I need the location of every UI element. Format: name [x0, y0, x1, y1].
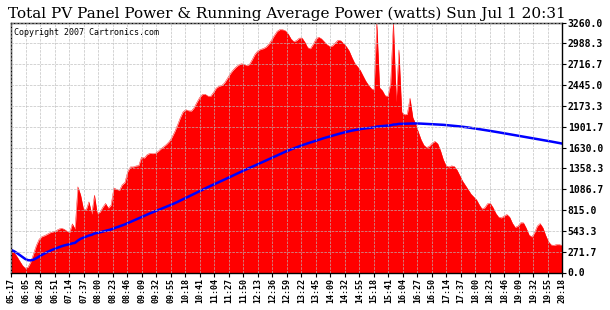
Title: Total PV Panel Power & Running Average Power (watts) Sun Jul 1 20:31: Total PV Panel Power & Running Average P…: [8, 7, 565, 21]
Text: Copyright 2007 Cartronics.com: Copyright 2007 Cartronics.com: [14, 28, 159, 37]
